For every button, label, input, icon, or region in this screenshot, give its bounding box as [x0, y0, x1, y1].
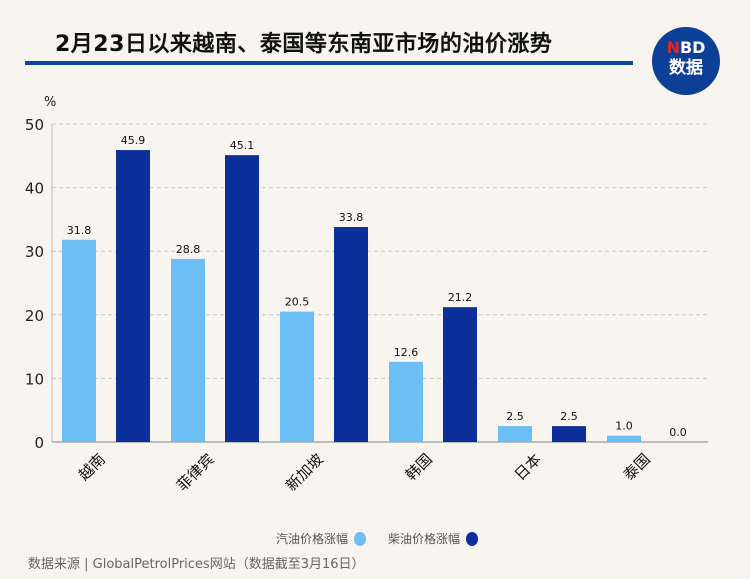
bar-diesel [334, 227, 368, 442]
source-note: 数据来源 | GlobalPetrolPrices网站（数据截至3月16日） [28, 557, 365, 572]
bar-diesel [552, 426, 586, 442]
y-tick-label: 0 [34, 434, 44, 452]
legend: 汽油价格涨幅 柴油价格涨幅 [276, 530, 479, 547]
legend-label-gasoline: 汽油价格涨幅 [276, 532, 349, 546]
data-label: 31.8 [67, 224, 92, 237]
data-label: 20.5 [285, 296, 310, 309]
data-label: 28.8 [176, 243, 201, 256]
bar-gasoline [62, 239, 96, 442]
nbd-logo: NBD 数据 [652, 27, 720, 95]
y-tick-label: 10 [25, 370, 44, 388]
logo-bd: BD [679, 38, 706, 57]
data-label: 21.2 [448, 291, 473, 304]
bar-gasoline [498, 426, 532, 442]
data-label: 33.8 [339, 211, 364, 224]
data-label: 45.1 [230, 139, 255, 152]
x-tick-label: 韩国 [402, 450, 436, 484]
legend-swatch-gasoline [354, 531, 367, 546]
logo-n: N [666, 38, 680, 57]
x-tick-label: 新加坡 [282, 450, 327, 495]
bar-gasoline [607, 435, 641, 442]
bar-diesel [443, 307, 477, 442]
y-tick-label: 30 [25, 243, 44, 261]
bar-diesel [225, 155, 259, 442]
bar-gasoline [171, 258, 205, 442]
data-label: 2.5 [560, 410, 578, 423]
data-label: 45.9 [121, 134, 146, 147]
data-label: 2.5 [506, 410, 524, 423]
data-label: 12.6 [394, 346, 419, 359]
logo-text: 数据 [669, 58, 703, 78]
data-label: 0.0 [669, 426, 687, 439]
bar-gasoline [280, 311, 314, 442]
y-axis-unit: % [44, 95, 56, 110]
x-tick-label: 菲律宾 [173, 450, 218, 495]
x-tick-label: 越南 [75, 450, 109, 484]
data-label: 1.0 [615, 420, 633, 433]
title-divider [25, 61, 633, 65]
bar-gasoline [389, 361, 423, 442]
legend-label-diesel: 柴油价格涨幅 [388, 532, 461, 546]
x-tick-label: 日本 [511, 450, 545, 484]
y-tick-label: 50 [25, 116, 44, 134]
legend-swatch-diesel [466, 531, 479, 546]
y-tick-label: 40 [25, 180, 44, 198]
chart-title: 2月23日以来越南、泰国等东南亚市场的油价涨势 [55, 32, 553, 57]
x-tick-label: 泰国 [620, 450, 654, 484]
bar-diesel [116, 150, 150, 443]
y-tick-label: 20 [25, 307, 44, 325]
